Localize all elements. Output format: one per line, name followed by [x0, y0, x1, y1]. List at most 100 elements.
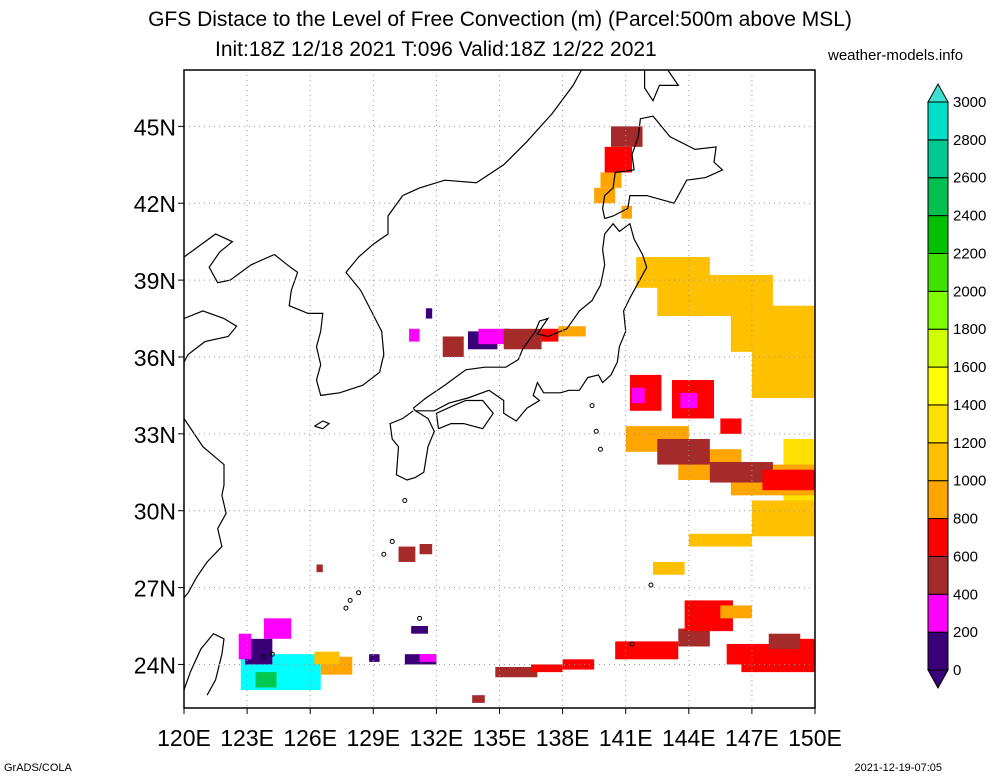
colorbar-segment — [927, 593, 949, 633]
lon-tick-label: 138E — [536, 725, 590, 751]
lfc-cell — [411, 626, 428, 634]
lon-tick-label: 141E — [599, 725, 653, 751]
lfc-cell — [238, 633, 252, 660]
colorbar-label: 2400 — [953, 208, 986, 225]
lfc-cell — [678, 628, 710, 647]
lfc-cell — [768, 633, 801, 650]
colorbar-segment — [927, 442, 949, 482]
colorbar-label: 2200 — [953, 245, 986, 262]
lfc-cell — [478, 328, 511, 345]
lfc-cell — [657, 438, 710, 465]
lfc-cell — [600, 172, 622, 188]
island — [261, 654, 267, 660]
lfc-cell — [472, 695, 485, 703]
chart-subtitle: Init:18Z 12/18 2021 T:096 Valid:18Z 12/2… — [215, 38, 657, 61]
colorbar-segment — [927, 518, 949, 557]
coastline — [412, 222, 648, 422]
colorbar-segment — [927, 404, 949, 444]
lfc-cell — [562, 659, 595, 670]
colorbar-segment — [927, 480, 949, 520]
lon-tick-label: 123E — [220, 725, 274, 751]
lfc-cell — [751, 346, 815, 398]
lfc-cell — [615, 641, 679, 660]
island — [343, 605, 349, 611]
lat-tick-label: 45N — [134, 114, 176, 140]
island — [269, 651, 275, 657]
island — [648, 582, 654, 588]
lfc-cell — [314, 651, 340, 665]
lat-tick-label: 42N — [134, 191, 176, 217]
lfc-cell — [419, 654, 437, 662]
lfc-cell — [762, 469, 815, 491]
chart-title: GFS Distace to the Level of Free Convect… — [148, 8, 852, 31]
lat-lon-grid — [184, 70, 815, 708]
island — [589, 403, 595, 409]
lfc-cell — [709, 462, 773, 483]
colorbar-segment — [927, 215, 949, 254]
lfc-cell — [398, 546, 416, 562]
colorbar-segment — [927, 328, 949, 368]
colorbar-label: 400 — [953, 586, 978, 603]
coastline — [402, 69, 583, 197]
lon-tick-label: 129E — [346, 725, 400, 751]
island — [629, 641, 635, 647]
colorbar-label: 1000 — [953, 473, 986, 490]
colorbar-label: 0 — [953, 662, 961, 679]
colorbar-segment — [927, 177, 949, 217]
lfc-cell — [409, 328, 420, 342]
coastline — [274, 195, 404, 397]
lfc-cell — [495, 667, 538, 678]
colorbar-label: 3000 — [953, 94, 986, 111]
lfc-cell — [255, 672, 277, 688]
lfc-cell — [610, 126, 643, 147]
footer-software: GrADS/COLA — [4, 762, 72, 774]
lon-tick-label: 150E — [788, 725, 842, 751]
coastline — [183, 418, 227, 599]
lfc-cell — [730, 305, 815, 352]
coastline — [183, 632, 225, 696]
lon-tick-label: 135E — [473, 725, 527, 751]
colorbar-label: 1200 — [953, 435, 986, 452]
coastline — [435, 399, 494, 430]
colorbar-segment — [927, 139, 949, 179]
colorbar-label: 2800 — [953, 132, 986, 149]
colorbar-label: 1600 — [953, 359, 986, 376]
colorbar-segment — [927, 555, 949, 595]
lfc-map: 120E 123E 126E 129E 132E 135E 138E 141E 144E 147E… — [134, 69, 986, 751]
lat-tick-label: 33N — [134, 422, 176, 448]
colorbar-segment — [927, 631, 949, 671]
island — [389, 538, 395, 544]
colorbar-segment — [927, 366, 949, 406]
island — [347, 597, 353, 603]
island — [597, 446, 603, 452]
colorbar-label: 1800 — [953, 321, 986, 338]
lfc-cell — [720, 418, 742, 434]
lfc-cell — [442, 336, 464, 357]
lat-tick-label: 27N — [134, 576, 176, 602]
lfc-cell — [531, 664, 563, 673]
colorbar-label: 800 — [953, 511, 978, 528]
coastline — [601, 115, 724, 220]
footer-timestamp: 2021-12-19-07:05 — [854, 762, 942, 774]
colorbar-label: 200 — [953, 624, 978, 641]
lfc-cell — [419, 544, 433, 555]
colorbar: 0 200 400 600 800 1000 1200 1400 1600 1800 2000 220… — [927, 82, 986, 690]
lfc-cell — [688, 533, 752, 547]
lfc-cell — [632, 387, 645, 404]
lat-tick-label: 39N — [134, 268, 176, 294]
lfc-cell — [503, 328, 542, 350]
lon-tick-labels: 120E 123E 126E 129E 132E 135E 138E 141E 144E 147E… — [157, 708, 842, 751]
coastline — [644, 69, 680, 102]
coastlines — [183, 69, 724, 696]
lfc-cell — [751, 500, 815, 537]
colorbar-label: 2600 — [953, 170, 986, 187]
lat-tick-label: 36N — [134, 345, 176, 371]
lon-tick-label: 120E — [157, 725, 211, 751]
lat-tick-label: 30N — [134, 499, 176, 525]
island — [593, 428, 599, 434]
lfc-cell — [263, 618, 292, 639]
island — [381, 551, 387, 557]
coastline — [314, 420, 331, 430]
lon-tick-label: 132E — [410, 725, 464, 751]
lfc-shading — [238, 126, 815, 703]
